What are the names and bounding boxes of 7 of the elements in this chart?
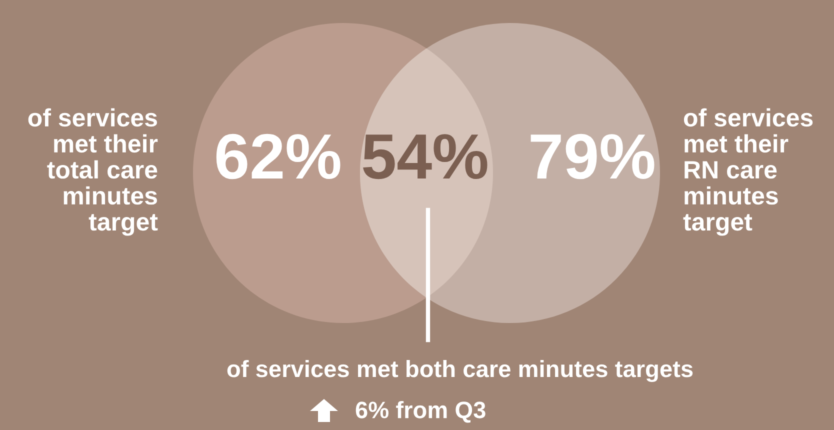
category-label: of services met their RN care minutes target [683,108,813,236]
category-label: of services met both care minutes targets [227,360,693,382]
data-label: 54% [363,134,488,180]
data-label: 79% [530,134,654,180]
data-label: 62% [216,134,340,180]
text: 6% from Q3 [356,400,486,423]
category-label: of services met their total care minutes target [28,108,158,236]
